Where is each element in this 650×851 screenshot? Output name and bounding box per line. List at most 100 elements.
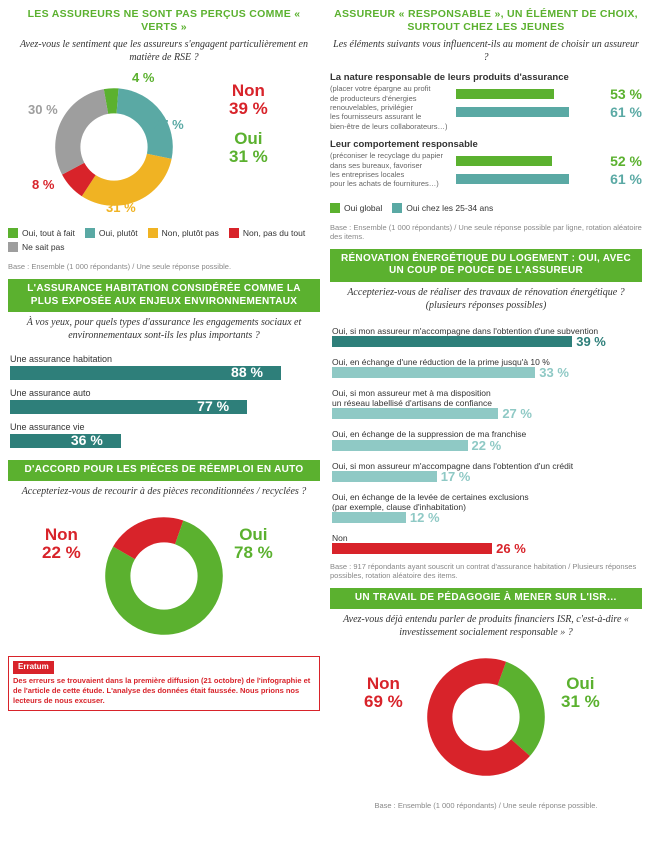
panel-habitation: L'ASSURANCE HABITATION CONSIDÉRÉE COMME … bbox=[8, 279, 320, 452]
slice-pct: 8 % bbox=[32, 177, 54, 192]
legend-label: Non, plutôt pas bbox=[162, 228, 219, 238]
hbar-value: 33 % bbox=[539, 365, 569, 380]
panel-title: L'ASSURANCE HABITATION CONSIDÉRÉE COMME … bbox=[8, 279, 320, 312]
hbar-fill bbox=[10, 434, 121, 448]
pair-bar-young bbox=[456, 107, 569, 117]
pair-block: Leur comportement responsable (préconise… bbox=[330, 139, 642, 189]
legend-item: Oui global bbox=[330, 203, 382, 213]
panel-title: ASSUREUR « RESPONSABLE », UN ÉLÉMENT DE … bbox=[330, 8, 642, 34]
legend-item: Non, pas du tout bbox=[229, 228, 305, 238]
legend-label: Oui, plutôt bbox=[99, 228, 138, 238]
panel-title: UN TRAVAIL DE PÉDAGOGIE À MENER SUR L'IS… bbox=[330, 588, 642, 609]
hbar-fill bbox=[332, 543, 492, 554]
base-note: Base : Ensemble (1 000 répondants) / Une… bbox=[330, 801, 642, 810]
hbar-track: 36 % bbox=[10, 434, 318, 448]
swatch-icon bbox=[85, 228, 95, 238]
erratum-text: Des erreurs se trouvaient dans la premiè… bbox=[13, 676, 310, 705]
pair-val: 52 % bbox=[602, 153, 642, 169]
hbar-track: 88 % bbox=[10, 366, 318, 380]
legend-item: Oui, tout à fait bbox=[8, 228, 75, 238]
pair-block: La nature responsable de leurs produits … bbox=[330, 72, 642, 131]
swatch-icon bbox=[8, 228, 18, 238]
pair-val: 61 % bbox=[602, 171, 642, 187]
legend-item: Oui, plutôt bbox=[85, 228, 138, 238]
hbar-label: Non bbox=[332, 533, 640, 543]
hbar-track: 26 % bbox=[332, 543, 640, 554]
donut-isr: Non69 % Oui31 % bbox=[356, 647, 616, 797]
swatch-icon bbox=[229, 228, 239, 238]
legend-label: Oui global bbox=[344, 203, 382, 213]
hbar-item: Oui, en échange d'une réduction de la pr… bbox=[332, 355, 640, 378]
hbar-label: Oui, en échange d'une réduction de la pr… bbox=[332, 357, 640, 367]
hbar-fill bbox=[332, 471, 437, 482]
hbar-fill bbox=[332, 367, 535, 378]
hbar-item: Une assurance vie 36 % bbox=[10, 422, 318, 448]
legend-label: Non, pas du tout bbox=[243, 228, 305, 238]
summary-non: Non39 % bbox=[229, 82, 268, 118]
pair-heading: La nature responsable de leurs produits … bbox=[330, 72, 642, 83]
pair-val: 61 % bbox=[602, 104, 642, 120]
hbar-value: 77 % bbox=[197, 398, 229, 414]
hbar-track: 22 % bbox=[332, 440, 640, 451]
base-note: Base : Ensemble (1 000 répondants) / Une… bbox=[8, 262, 320, 271]
hbar-label: Oui, en échange de la levée de certaines… bbox=[332, 492, 640, 512]
swatch-icon bbox=[8, 242, 18, 252]
hbar-value: 12 % bbox=[410, 510, 440, 525]
swatch-icon bbox=[148, 228, 158, 238]
hbar-item: Oui, si mon assureur met à ma dispositio… bbox=[332, 386, 640, 419]
hbar-value: 26 % bbox=[496, 541, 526, 556]
hbar-item: Oui, si mon assureur m'accompagne dans l… bbox=[332, 324, 640, 347]
hbar-track: 17 % bbox=[332, 471, 640, 482]
summary-oui: Oui31 % bbox=[229, 130, 268, 166]
panel-title: D'ACCORD POUR LES PIÈCES DE RÉEMPLOI EN … bbox=[8, 460, 320, 481]
panel-perception-verts: LES ASSUREURS NE SONT PAS PERÇUS COMME «… bbox=[8, 8, 320, 271]
pair-heading: Leur comportement responsable bbox=[330, 139, 642, 150]
hbar-group: Oui, si mon assureur m'accompagne dans l… bbox=[330, 320, 642, 559]
hbar-item: Non 26 % bbox=[332, 531, 640, 554]
swatch-icon bbox=[330, 203, 340, 213]
slice-pct: 27 % bbox=[154, 117, 184, 132]
slice-pct: 4 % bbox=[132, 70, 154, 85]
slice-pct: 30 % bbox=[28, 102, 58, 117]
hbar-label: Oui, si mon assureur met à ma dispositio… bbox=[332, 388, 640, 408]
pair-val: 53 % bbox=[602, 86, 642, 102]
legend-item: Oui chez les 25-34 ans bbox=[392, 203, 493, 213]
pair-bar-global bbox=[456, 89, 554, 99]
donut-oui: Oui31 % bbox=[561, 675, 600, 711]
hbar-value: 36 % bbox=[71, 432, 103, 448]
legend-item: Non, plutôt pas bbox=[148, 228, 219, 238]
donut-perception: 4 % 30 % 27 % 31 % 8 % Non39 % Oui31 % bbox=[34, 72, 294, 222]
hbar-track: 77 % bbox=[10, 400, 318, 414]
pair-sub: (préconiser le recyclage du papierdans s… bbox=[330, 151, 450, 189]
hbar-track: 27 % bbox=[332, 408, 640, 419]
panel-question: Accepteriez-vous de recourir à des pièce… bbox=[8, 485, 320, 498]
erratum-tag: Erratum bbox=[13, 661, 54, 674]
hbar-value: 17 % bbox=[441, 469, 471, 484]
hbar-group: Une assurance habitation 88 % Une assura… bbox=[8, 350, 320, 452]
erratum-box: Erratum Des erreurs se trouvaient dans l… bbox=[8, 656, 320, 711]
hbar-item: Oui, si mon assureur m'accompagne dans l… bbox=[332, 459, 640, 482]
panel-question: Accepteriez-vous de réaliser des travaux… bbox=[330, 286, 642, 312]
hbar-track: 12 % bbox=[332, 512, 640, 523]
hbar-value: 27 % bbox=[502, 406, 532, 421]
hbar-fill bbox=[332, 408, 498, 419]
hbar-item: Oui, en échange de la levée de certaines… bbox=[332, 490, 640, 523]
hbar-label: Une assurance auto bbox=[10, 388, 318, 398]
pair-bar-young bbox=[456, 174, 569, 184]
hbar-item: Une assurance auto 77 % bbox=[10, 388, 318, 414]
panel-reemploi: D'ACCORD POUR LES PIÈCES DE RÉEMPLOI EN … bbox=[8, 460, 320, 711]
hbar-value: 39 % bbox=[576, 334, 606, 349]
donut-non: Non22 % bbox=[42, 526, 81, 562]
swatch-icon bbox=[392, 203, 402, 213]
donut-oui: Oui78 % bbox=[234, 526, 273, 562]
panel-renovation: RÉNOVATION ÉNERGÉTIQUE DU LOGEMENT : OUI… bbox=[330, 249, 642, 581]
base-note: Base : Ensemble (1 000 répondants) / Une… bbox=[330, 223, 642, 241]
slice-pct: 31 % bbox=[106, 200, 136, 215]
panel-question: À vos yeux, pour quels types d'assurance… bbox=[8, 316, 320, 342]
hbar-fill bbox=[332, 440, 468, 451]
hbar-item: Une assurance habitation 88 % bbox=[10, 354, 318, 380]
legend: Oui, tout à fait Oui, plutôt Non, plutôt p… bbox=[8, 228, 320, 252]
hbar-fill bbox=[332, 512, 406, 523]
legend-label: Oui, tout à fait bbox=[22, 228, 75, 238]
hbar-label: Une assurance vie bbox=[10, 422, 318, 432]
